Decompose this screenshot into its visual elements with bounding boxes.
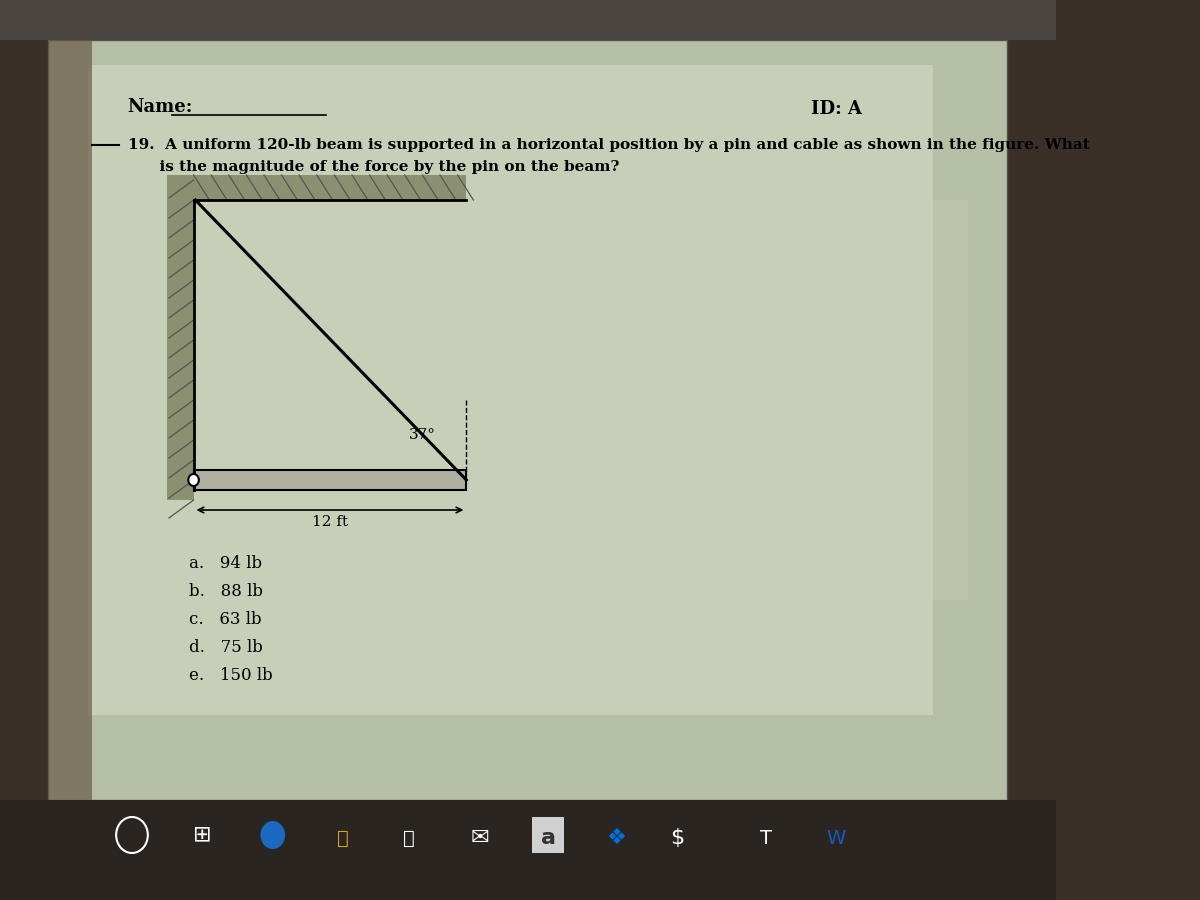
Text: b.   88 lb: b. 88 lb — [190, 583, 263, 600]
Text: 🔒: 🔒 — [403, 829, 415, 848]
Text: 19.  A uniform 120-lb beam is supported in a horizontal position by a pin and ca: 19. A uniform 120-lb beam is supported i… — [127, 138, 1090, 152]
Bar — [0, 800, 1056, 900]
Text: $: $ — [671, 828, 685, 848]
Bar — [533, 817, 564, 853]
Text: T: T — [760, 829, 772, 848]
Text: ✉: ✉ — [470, 828, 488, 848]
Bar — [88, 65, 932, 715]
Bar — [48, 40, 1008, 800]
Text: is the magnitude of the force by the pin on the beam?: is the magnitude of the force by the pin… — [127, 160, 619, 174]
Bar — [193, 175, 467, 200]
Text: c.   63 lb: c. 63 lb — [190, 611, 262, 628]
Text: Name:: Name: — [127, 98, 193, 116]
Text: W: W — [827, 829, 846, 848]
Text: d.   75 lb: d. 75 lb — [190, 639, 263, 656]
Text: ❖: ❖ — [606, 828, 626, 848]
Bar — [792, 200, 968, 600]
Text: ⊞: ⊞ — [193, 825, 211, 845]
Bar — [167, 175, 193, 500]
Text: ID: A: ID: A — [811, 100, 863, 118]
Text: e.   150 lb: e. 150 lb — [190, 667, 272, 684]
Bar — [193, 470, 467, 490]
Bar — [0, 0, 1056, 40]
Circle shape — [260, 821, 286, 849]
Text: a.   94 lb: a. 94 lb — [190, 555, 263, 572]
Text: a: a — [541, 828, 556, 848]
Text: 📁: 📁 — [337, 829, 349, 848]
Text: 37°: 37° — [409, 428, 436, 442]
Circle shape — [188, 474, 199, 486]
Text: 12 ft: 12 ft — [312, 515, 348, 529]
Bar — [48, 40, 92, 800]
